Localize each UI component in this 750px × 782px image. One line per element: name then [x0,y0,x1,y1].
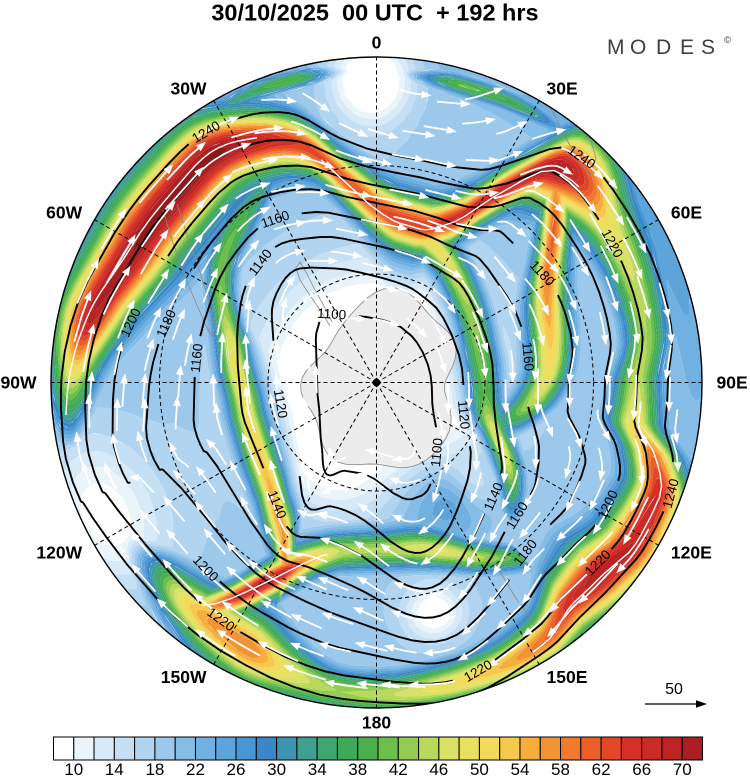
svg-text:10: 10 [64,760,83,779]
svg-text:22: 22 [186,760,205,779]
svg-text:54: 54 [511,760,530,779]
svg-text:E: E [680,36,694,59]
svg-text:14: 14 [105,760,124,779]
svg-text:S: S [701,36,715,59]
svg-text:30E: 30E [547,78,578,98]
svg-text:120E: 120E [671,543,712,563]
svg-text:30/10/2025 00 UTC + 192 hrs: 30/10/2025 00 UTC + 192 hrs [211,0,538,26]
svg-text:34: 34 [308,760,327,779]
svg-text:66: 66 [632,760,651,779]
svg-text:60E: 60E [671,203,702,223]
svg-text:D: D [656,36,671,59]
svg-text:90E: 90E [717,373,748,393]
svg-text:62: 62 [592,760,611,779]
svg-text:18: 18 [145,760,164,779]
svg-text:M: M [607,36,625,59]
svg-text:70: 70 [673,760,692,779]
svg-text:120W: 120W [36,543,82,563]
svg-text:180: 180 [362,713,391,733]
svg-text:60W: 60W [46,203,82,223]
svg-text:150E: 150E [547,667,588,687]
svg-text:42: 42 [389,760,408,779]
svg-text:©: © [724,35,731,46]
svg-text:1160: 1160 [188,343,206,373]
svg-text:1160: 1160 [519,341,537,371]
svg-text:O: O [630,36,646,59]
svg-text:1100: 1100 [317,306,347,323]
svg-text:50: 50 [665,681,683,698]
svg-text:1120: 1120 [455,400,473,430]
svg-text:1100: 1100 [428,437,446,467]
svg-text:58: 58 [551,760,570,779]
svg-text:30W: 30W [171,78,207,98]
svg-text:1240: 1240 [660,477,682,510]
svg-text:26: 26 [227,760,246,779]
svg-text:0: 0 [372,33,382,53]
svg-text:38: 38 [348,760,367,779]
svg-text:46: 46 [429,760,448,779]
svg-text:30: 30 [267,760,286,779]
svg-text:1120: 1120 [271,388,291,419]
svg-text:50: 50 [470,760,489,779]
svg-text:150W: 150W [161,667,207,687]
svg-text:90W: 90W [1,373,37,393]
